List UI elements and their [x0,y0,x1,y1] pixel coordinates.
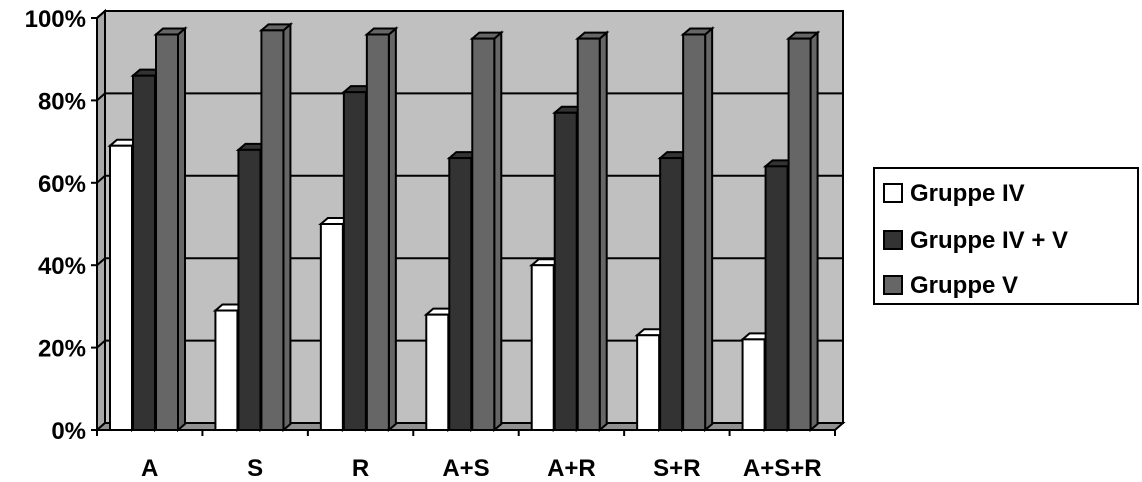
bar-front [342,91,367,431]
x-tick-label: A [141,455,158,482]
legend-box [873,167,1139,305]
y-tick-label: 60% [38,171,86,198]
legend: Gruppe IV Gruppe IV + V Gruppe V [873,167,1139,305]
legend-label-gruppe-iv-v: Gruppe IV + V [910,227,1068,254]
side-wall [96,8,106,433]
bar-front [741,338,766,431]
bar-front [132,74,156,432]
bar-front [659,157,684,432]
y-tick-label: 100% [25,6,86,33]
bar-front [576,37,601,431]
bar-front [764,165,789,431]
y-axis-ticks: 0% 20% 40% 60% 80% 100% [25,6,97,445]
x-tick-label: S [247,455,263,482]
bar [258,22,294,433]
bar-front [425,313,450,432]
bar [153,26,188,433]
bar-front [260,29,285,432]
x-tick-label: A+R [547,455,596,482]
bar [364,26,399,433]
x-tick-label: A+S+R [743,455,822,482]
gridline [96,10,843,19]
bar-side [177,26,186,433]
bar-front [214,309,239,431]
legend-label-gruppe-iv: Gruppe IV [910,180,1025,207]
bar [575,30,610,433]
legend-label-gruppe-v: Gruppe V [910,272,1018,299]
bar-side [704,26,714,433]
bar-side [387,26,397,433]
bar-front [448,157,473,432]
y-tick-label: 80% [38,88,86,115]
legend-item-gruppe-v: Gruppe V [883,272,1018,299]
bar [785,30,821,433]
bar-front [682,33,707,431]
legend-swatch-gruppe-iv [883,183,903,203]
bar-front [365,33,390,431]
bar-front [109,144,133,431]
legend-item-gruppe-iv: Gruppe IV [883,180,1025,207]
bar-front [787,37,812,431]
bar-side [598,30,608,433]
bar-front [319,223,344,431]
bar-side [282,22,292,433]
bar [469,30,504,433]
y-tick-label: 0% [51,418,86,445]
y-tick-label: 20% [38,336,86,363]
legend-swatch-gruppe-v [883,275,903,295]
legend-item-gruppe-iv-v: Gruppe IV + V [883,227,1068,254]
bar-front [155,33,179,431]
bar-front [471,37,496,431]
bar-side [809,30,819,433]
bar-front [636,334,661,431]
bar-front [553,111,578,431]
x-axis-ticks: A S R A+S A+R S+R A+S+R [96,430,836,482]
x-tick-label: A+S [442,455,489,482]
x-tick-label: S+R [653,455,700,482]
bar-front [237,148,262,431]
y-tick-label: 40% [38,253,86,280]
bar-side [493,30,503,433]
legend-swatch-gruppe-iv-v [883,230,903,250]
bar [680,26,715,433]
x-tick-label: R [352,455,369,482]
axes [96,18,835,431]
bar-front [530,264,555,432]
